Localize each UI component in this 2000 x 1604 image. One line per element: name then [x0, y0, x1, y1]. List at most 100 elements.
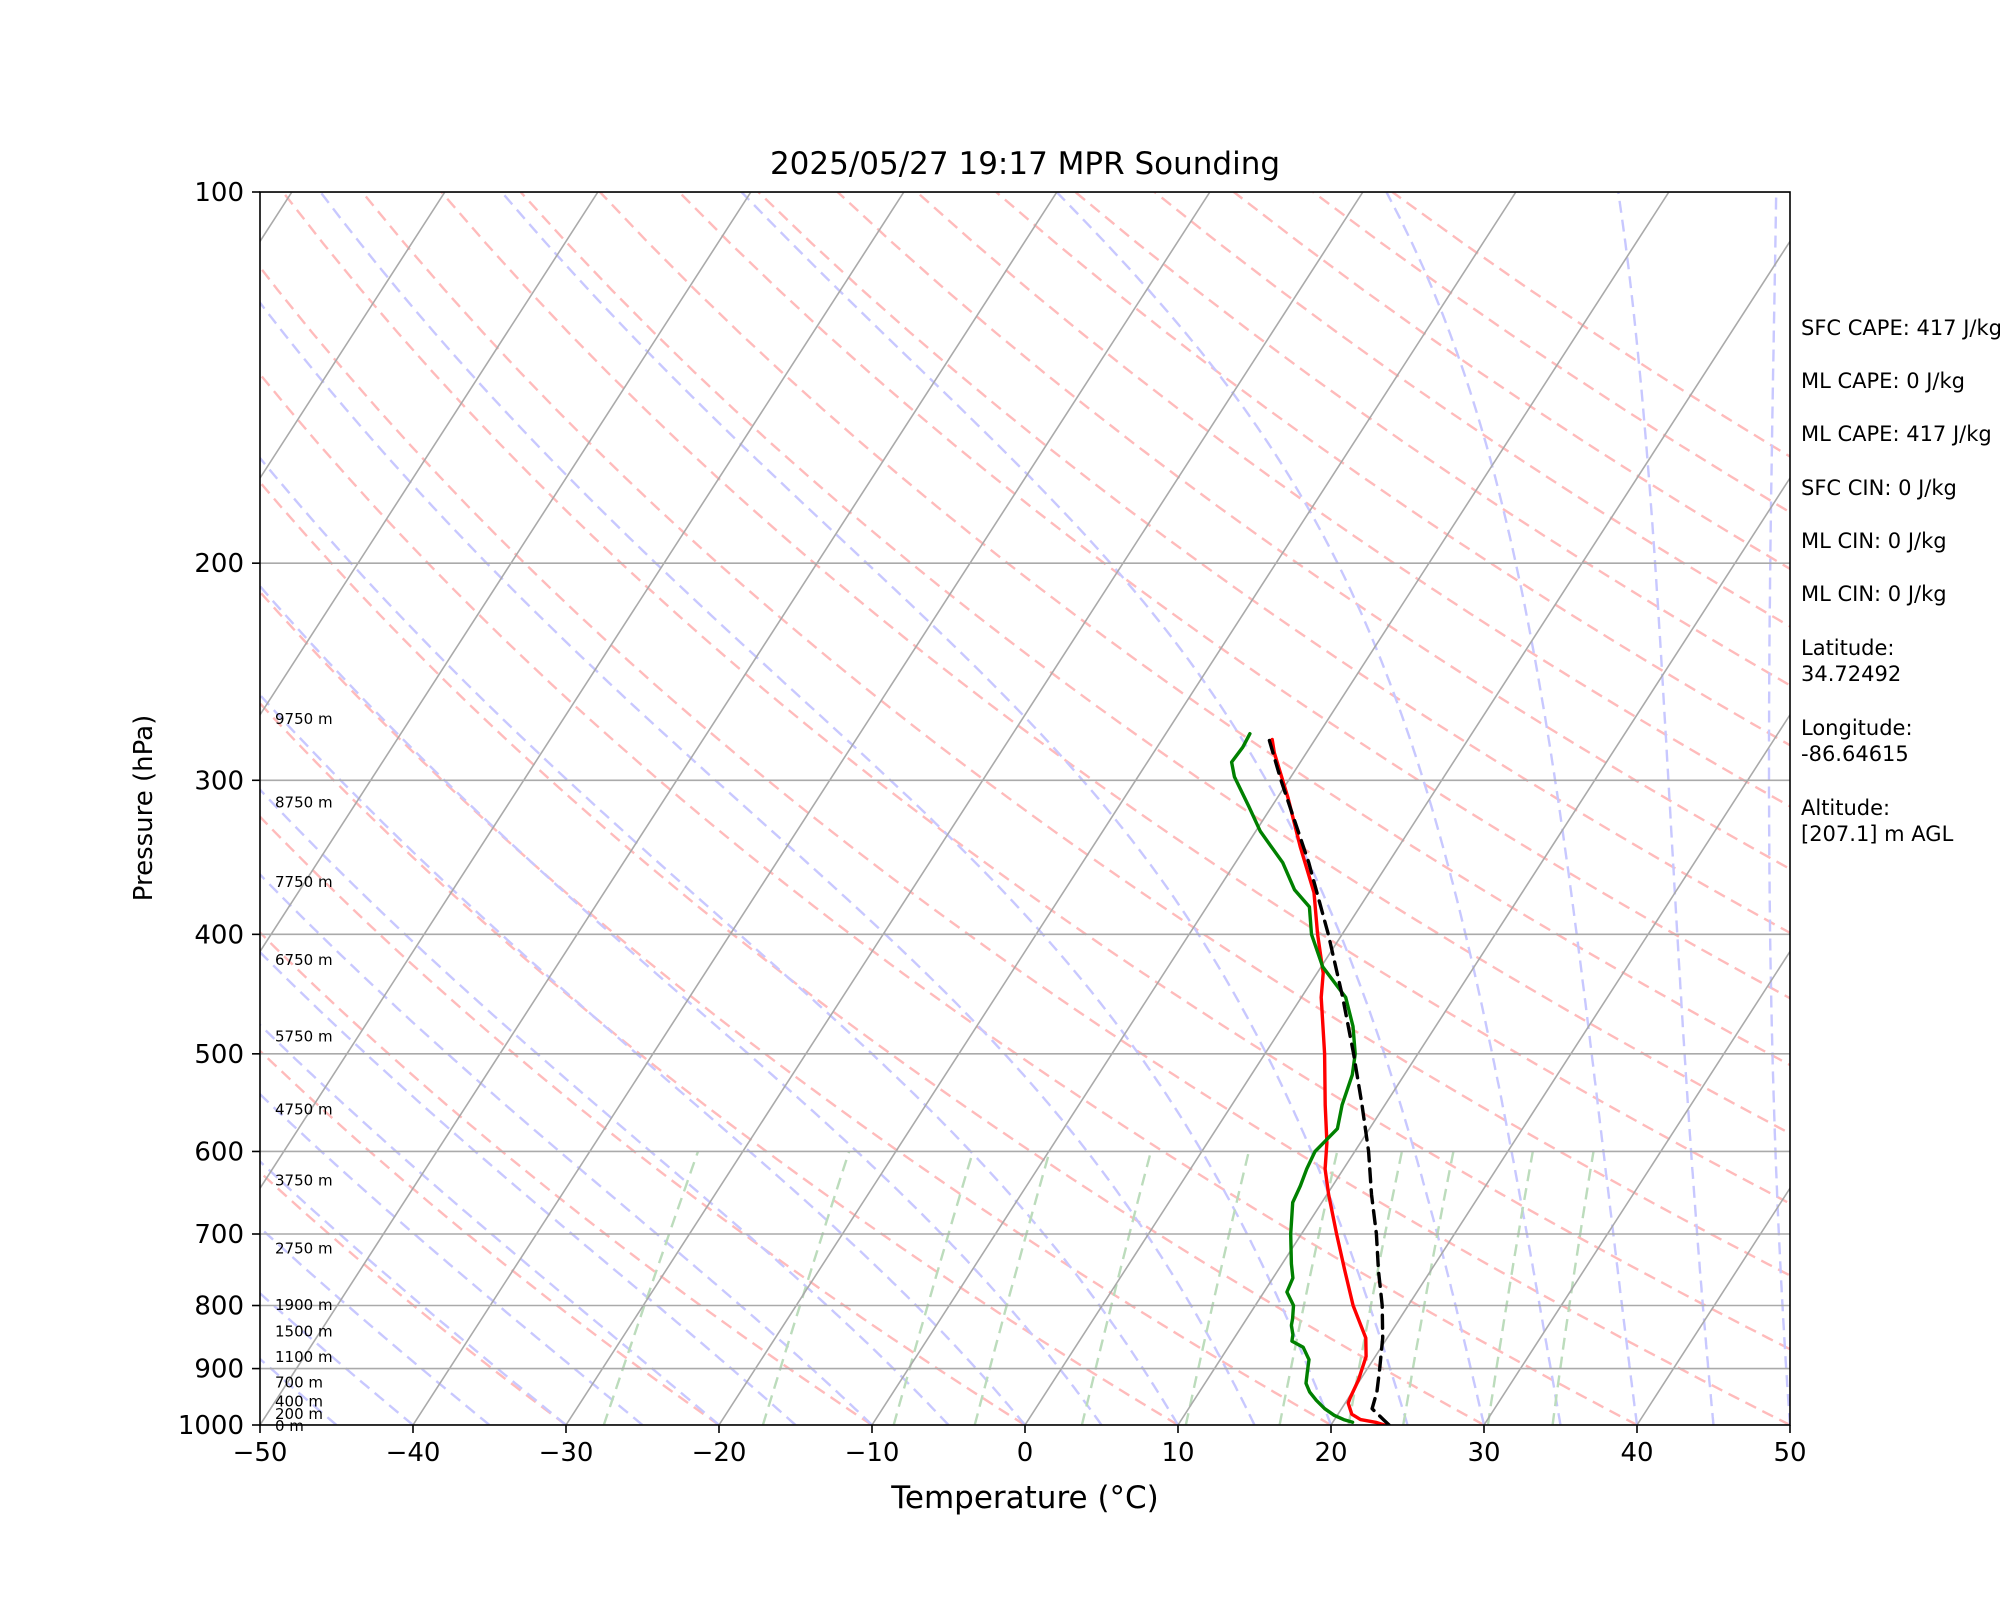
- chart-title: 2025/05/27 19:17 MPR Sounding: [770, 146, 1280, 182]
- height-label: 0 m: [275, 1417, 304, 1435]
- parcel-line: [1267, 737, 1391, 1425]
- dry-adiabat: [260, 1170, 567, 1425]
- y-tick-label: 1000: [178, 1411, 244, 1441]
- height-label: 200 m: [275, 1405, 323, 1423]
- isotherm: [871, 192, 1670, 1425]
- dry-adiabat: [260, 1049, 720, 1425]
- y-tick-label: 200: [194, 549, 244, 579]
- y-tick-label: 400: [194, 920, 244, 950]
- info-altitude-label: Altitude:: [1801, 796, 1891, 820]
- moist-adiabat: [1385, 192, 1639, 1425]
- isotherm: [1483, 950, 1790, 1425]
- info-altitude-value: [207.1] m AGL: [1801, 822, 1954, 846]
- dry-adiabat: [836, 192, 1790, 871]
- dry-adiabat: [260, 265, 1790, 1425]
- data-series: [1229, 732, 1391, 1425]
- info-ml-cape-text: ML CAPE: 0 J/kg: [1801, 369, 1966, 393]
- moist-adiabat: [260, 1023, 720, 1425]
- isotherm: [260, 192, 1058, 1425]
- moist-adiabat: [1055, 192, 1562, 1425]
- isotherm: [1330, 713, 1790, 1425]
- info-ml-cin-text: ML CIN: 0 J/kg: [1801, 529, 1947, 553]
- moist-adiabat: [260, 1226, 491, 1425]
- x-tick-label: −30: [539, 1438, 594, 1468]
- info-ml-cin-2: ML CIN: 0 J/kg: [1801, 581, 1947, 607]
- info-longitude: Longitude: -86.64615: [1801, 715, 1913, 767]
- dry-adiabat: [260, 815, 1026, 1425]
- x-tick-label: −50: [233, 1438, 288, 1468]
- info-sfc-cin-text: SFC CIN: 0 J/kg: [1801, 476, 1957, 500]
- background-lines: [260, 192, 1790, 1425]
- info-ml-cape: ML CAPE: 0 J/kg: [1801, 368, 1965, 394]
- moist-adiabat: [1767, 192, 1790, 1425]
- info-ml-cin-2-text: ML CIN: 0 J/kg: [1801, 582, 1947, 606]
- info-sfc-cape-text: SFC CAPE: 417 J/kg: [1801, 316, 2000, 340]
- height-label: 9750 m: [275, 710, 333, 728]
- isotherm: [412, 192, 1211, 1425]
- dry-adiabat: [1074, 192, 1790, 687]
- isotherm: [1024, 239, 1790, 1425]
- info-latitude-value: 34.72492: [1801, 662, 1902, 686]
- moist-adiabat: [260, 1291, 414, 1425]
- moist-adiabat: [260, 693, 1026, 1425]
- x-tick-label: 0: [1017, 1438, 1034, 1468]
- x-tick-label: −40: [386, 1438, 441, 1468]
- height-label: 400 m: [275, 1392, 323, 1410]
- x-tick-label: 40: [1620, 1438, 1653, 1468]
- info-sfc-cape: SFC CAPE: 417 J/kg: [1801, 315, 2000, 341]
- temperature-line: [1270, 737, 1387, 1425]
- moist-adiabat: [740, 192, 1486, 1425]
- x-tick-label: 50: [1773, 1438, 1806, 1468]
- x-tick-label: −20: [692, 1438, 747, 1468]
- isotherm: [260, 192, 752, 954]
- x-tick-label: 30: [1467, 1438, 1500, 1468]
- dewpoint-line: [1229, 732, 1357, 1424]
- moist-adiabat: [1617, 192, 1715, 1425]
- info-ml-cin: ML CIN: 0 J/kg: [1801, 528, 1947, 554]
- isotherm: [1177, 476, 1790, 1425]
- info-latitude: Latitude: 34.72492: [1801, 635, 1901, 687]
- moist-adiabat: [500, 192, 1409, 1425]
- x-tick-label: 10: [1161, 1438, 1194, 1468]
- height-label: 1500 m: [275, 1322, 333, 1340]
- isotherm: [565, 192, 1364, 1425]
- isotherm: [260, 192, 905, 1190]
- height-label: 3750 m: [275, 1171, 333, 1189]
- y-axis-label: Pressure (hPa): [129, 715, 159, 902]
- x-tick-label: −10: [845, 1438, 900, 1468]
- info-sfc-cin: SFC CIN: 0 J/kg: [1801, 475, 1957, 501]
- dry-adiabat: [260, 701, 1179, 1425]
- y-tick-label: 700: [194, 1220, 244, 1250]
- sounding-info-panel: SFC CAPE: 417 J/kg ML CAPE: 0 J/kg ML CA…: [1801, 315, 2000, 875]
- info-longitude-value: -86.64615: [1801, 742, 1909, 766]
- height-label: 8750 m: [275, 793, 333, 811]
- moist-adiabat: [260, 1092, 644, 1425]
- moist-adiabat: [319, 192, 1333, 1425]
- height-label: 1900 m: [275, 1296, 333, 1314]
- y-tick-label: 800: [194, 1292, 244, 1322]
- dry-adiabat: [260, 480, 1485, 1425]
- isotherm: [1636, 1186, 1790, 1425]
- info-latitude-label: Latitude:: [1801, 636, 1895, 660]
- height-label: 7750 m: [275, 873, 333, 891]
- x-axis-label: Temperature (°C): [890, 1480, 1159, 1516]
- dry-adiabat: [260, 590, 1332, 1425]
- dry-adiabat: [260, 372, 1638, 1425]
- info-ml-cape-2: ML CAPE: 417 J/kg: [1801, 421, 1992, 447]
- info-ml-cape-2-text: ML CAPE: 417 J/kg: [1801, 422, 1992, 446]
- height-label: 4750 m: [275, 1101, 333, 1119]
- y-tick-label: 100: [194, 178, 244, 208]
- info-longitude-label: Longitude:: [1801, 716, 1913, 740]
- dry-adiabat: [678, 192, 1790, 1000]
- isotherm: [260, 192, 446, 480]
- dry-adiabat: [281, 192, 1790, 1351]
- moist-adiabat: [260, 872, 873, 1425]
- dry-adiabat: [916, 192, 1790, 808]
- height-label: 2750 m: [275, 1240, 333, 1258]
- isotherm: [718, 192, 1517, 1425]
- y-tick-label: 600: [194, 1137, 244, 1167]
- height-label: 1100 m: [275, 1348, 333, 1366]
- y-tick-label: 500: [194, 1040, 244, 1070]
